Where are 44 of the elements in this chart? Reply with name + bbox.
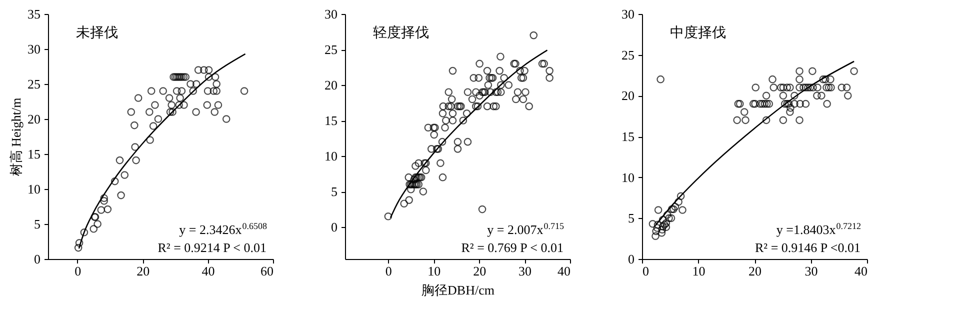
- y-tick-label: 0: [34, 252, 40, 266]
- x-tick-label: 40: [558, 264, 570, 278]
- y-tick-label: 5: [34, 216, 40, 232]
- y-tick-label: 20: [324, 78, 338, 93]
- y-tick-label: 25: [324, 42, 338, 58]
- x-tick-label: 10: [692, 264, 706, 278]
- y-tick-label: 15: [28, 146, 40, 162]
- y-axis-title: 树高 Height/m: [8, 98, 24, 176]
- x-tick-label: 20: [748, 264, 762, 278]
- y-tick-label: 10: [324, 148, 338, 164]
- annotation: R² = 0.769 P < 0.01: [461, 240, 564, 255]
- text: 未择伐: [76, 25, 118, 41]
- x-tick-label: 60: [260, 264, 274, 278]
- y-tick-label: 5: [331, 184, 338, 200]
- y-tick-label: 20: [28, 112, 40, 126]
- y-tick-label: 5: [628, 210, 634, 226]
- y-tick-label: 10: [622, 170, 634, 185]
- x-axis-title: 胸径DBH/cm: [422, 282, 494, 298]
- y-tick-label: 0: [628, 252, 634, 266]
- y-tick-label: 10: [28, 182, 40, 196]
- y-tick-label: 30: [28, 42, 40, 56]
- annotation: R² = 0.9214 P < 0.01: [158, 240, 266, 255]
- x-tick-label: 10: [428, 264, 441, 278]
- y-tick-label: 30: [622, 6, 634, 22]
- y-tick-label: 25: [28, 76, 40, 92]
- x-tick-label: 0: [642, 264, 649, 278]
- y-tick-label: 25: [622, 47, 634, 62]
- annotation: R² = 0.9146 P <0.01: [755, 240, 860, 255]
- y-tick-label: 30: [324, 6, 338, 22]
- y-tick-label: 15: [324, 113, 338, 128]
- x-tick-label: 0: [74, 264, 82, 278]
- x-tick-label: 20: [136, 264, 150, 278]
- x-tick-label: 40: [202, 264, 215, 278]
- x-tick-label: 30: [518, 264, 532, 278]
- y-tick-label: 35: [28, 6, 40, 22]
- x-tick-label: 0: [385, 264, 392, 278]
- y-tick-label: 15: [622, 129, 634, 144]
- y-tick-label: 20: [622, 88, 634, 104]
- x-tick-label: 40: [854, 264, 868, 278]
- x-tick-label: 20: [473, 264, 486, 278]
- text: 中度择伐: [670, 25, 726, 41]
- text: 轻度择伐: [373, 25, 429, 41]
- y-tick-label: 0: [331, 220, 338, 235]
- x-tick-label: 30: [804, 264, 818, 278]
